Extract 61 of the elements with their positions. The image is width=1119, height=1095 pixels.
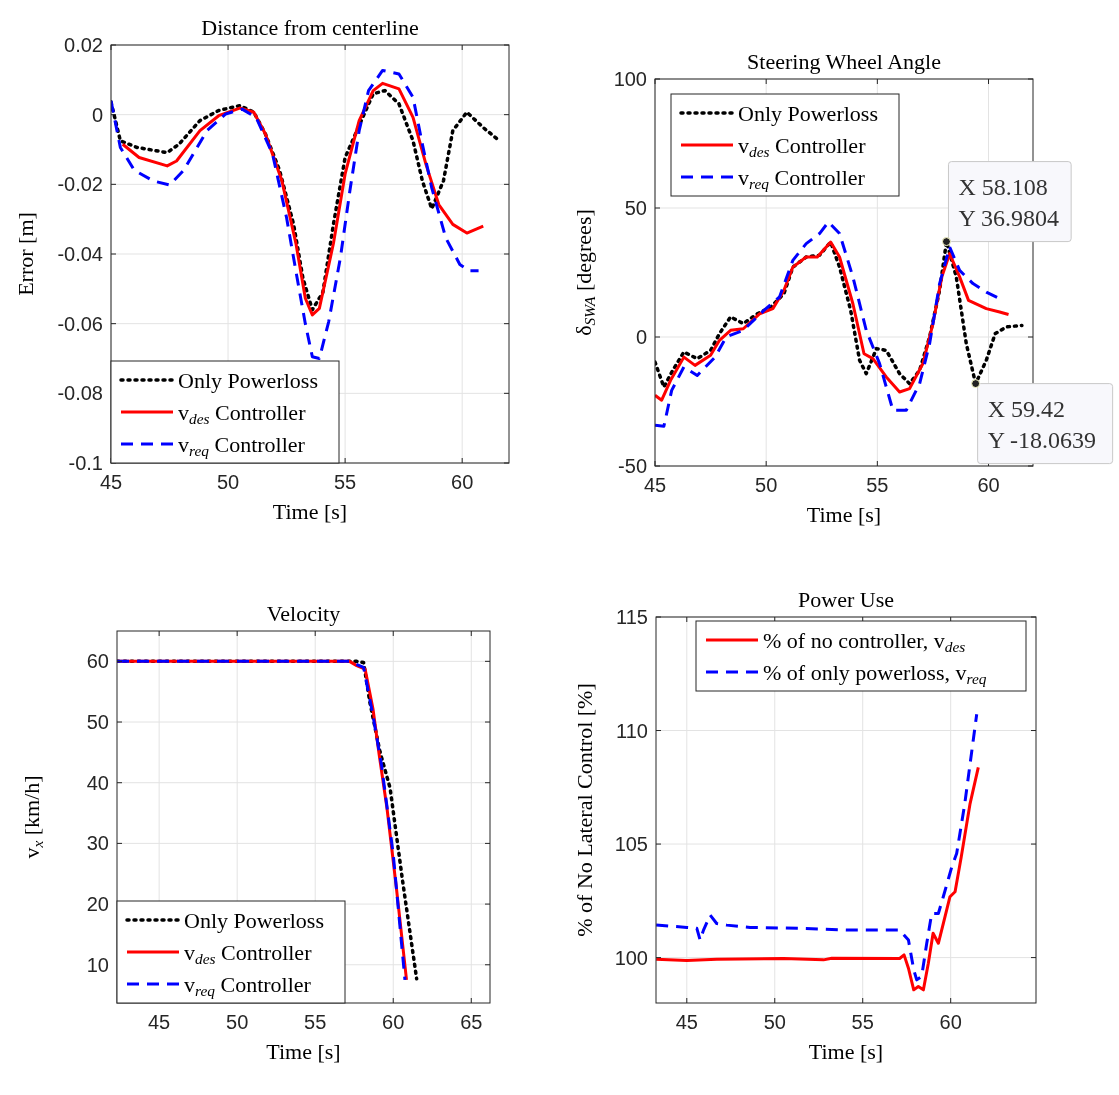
x-tick-label: 65 [460, 1011, 483, 1033]
y-tick-label: 115 [616, 606, 648, 628]
y-tick-label: -0.08 [57, 382, 103, 405]
x-tick-label: 55 [866, 474, 889, 496]
x-tick-label: 50 [226, 1011, 249, 1033]
legend-label: % of only powerloss, v$_{req}$ [763, 660, 987, 687]
legend-label: Only Powerloss [738, 101, 878, 126]
y-tick-label: -0.02 [57, 173, 103, 196]
x-axis-title: Time [s] [266, 1039, 341, 1064]
x-tick-label: 50 [216, 471, 240, 493]
y-tick-label: -0.06 [57, 312, 103, 335]
x-tick-label: 45 [99, 471, 123, 493]
annotation: X 59.42 Y -18.0639 [987, 395, 1097, 453]
legend-label: v$_{req}$ Controller [738, 165, 866, 192]
x-tick-label: 45 [675, 1011, 698, 1033]
y-axis-title: % of No Lateral Control [%] [572, 683, 597, 937]
chart-title: Steering Wheel Angle [747, 49, 941, 74]
y-tick-label: 50 [86, 711, 109, 734]
y-tick-label: -0.04 [57, 243, 103, 265]
y-tick-label: 100 [614, 946, 648, 969]
legend-label: v$_{req}$ Controller [178, 432, 306, 459]
chart-title: Distance from centerline [201, 15, 419, 40]
x-tick-label: 55 [333, 471, 357, 493]
legend-label: v$_{des}$ Controller [738, 133, 867, 160]
y-tick-label: 40 [86, 771, 109, 794]
legend-label: v$_{req}$ Controller [184, 972, 312, 999]
y-tick-label: 0.02 [64, 34, 103, 56]
x-tick-label: 50 [755, 474, 778, 496]
y-tick-label: 100 [613, 68, 647, 90]
y-tick-label: 10 [86, 953, 109, 976]
legend-label: % of no controller, v$_{des}$ [763, 628, 966, 655]
x-tick-label: 60 [939, 1011, 962, 1033]
y-tick-label: -0.1 [68, 452, 103, 474]
y-tick-label: 0 [91, 103, 103, 126]
x-tick-label: 60 [451, 471, 474, 493]
y-axis-title: Error [m] [13, 212, 38, 296]
legend-label: v$_{des}$ Controller [178, 400, 307, 427]
y-tick-label: 20 [86, 893, 109, 916]
legend-label: v$_{des}$ Controller [184, 940, 313, 967]
y-tick-label: -50 [618, 455, 647, 477]
x-tick-label: 60 [977, 474, 1000, 496]
y-tick-label: 60 [86, 650, 109, 673]
x-tick-label: 50 [763, 1011, 786, 1033]
annotation: X 58.108 Y 36.9804 [958, 173, 1059, 231]
x-axis-title: Time [s] [806, 502, 882, 527]
x-axis-title: Time [s] [808, 1039, 884, 1064]
chart-title: Velocity [266, 601, 341, 626]
legend-label: Only Powerloss [178, 368, 318, 393]
chart-title: Power Use [798, 587, 894, 612]
x-tick-label: 45 [643, 474, 667, 496]
x-tick-label: 55 [304, 1011, 327, 1033]
legend-label: Only Powerloss [184, 908, 324, 933]
x-tick-label: 60 [382, 1011, 405, 1033]
x-tick-label: 55 [851, 1011, 874, 1033]
y-tick-label: 110 [616, 719, 648, 742]
y-tick-label: 0 [635, 326, 647, 348]
y-tick-label: 30 [86, 832, 109, 855]
y-tick-label: 105 [614, 833, 648, 856]
x-tick-label: 45 [148, 1011, 171, 1033]
x-axis-title: Time [s] [272, 499, 348, 524]
y-tick-label: 50 [624, 197, 647, 219]
